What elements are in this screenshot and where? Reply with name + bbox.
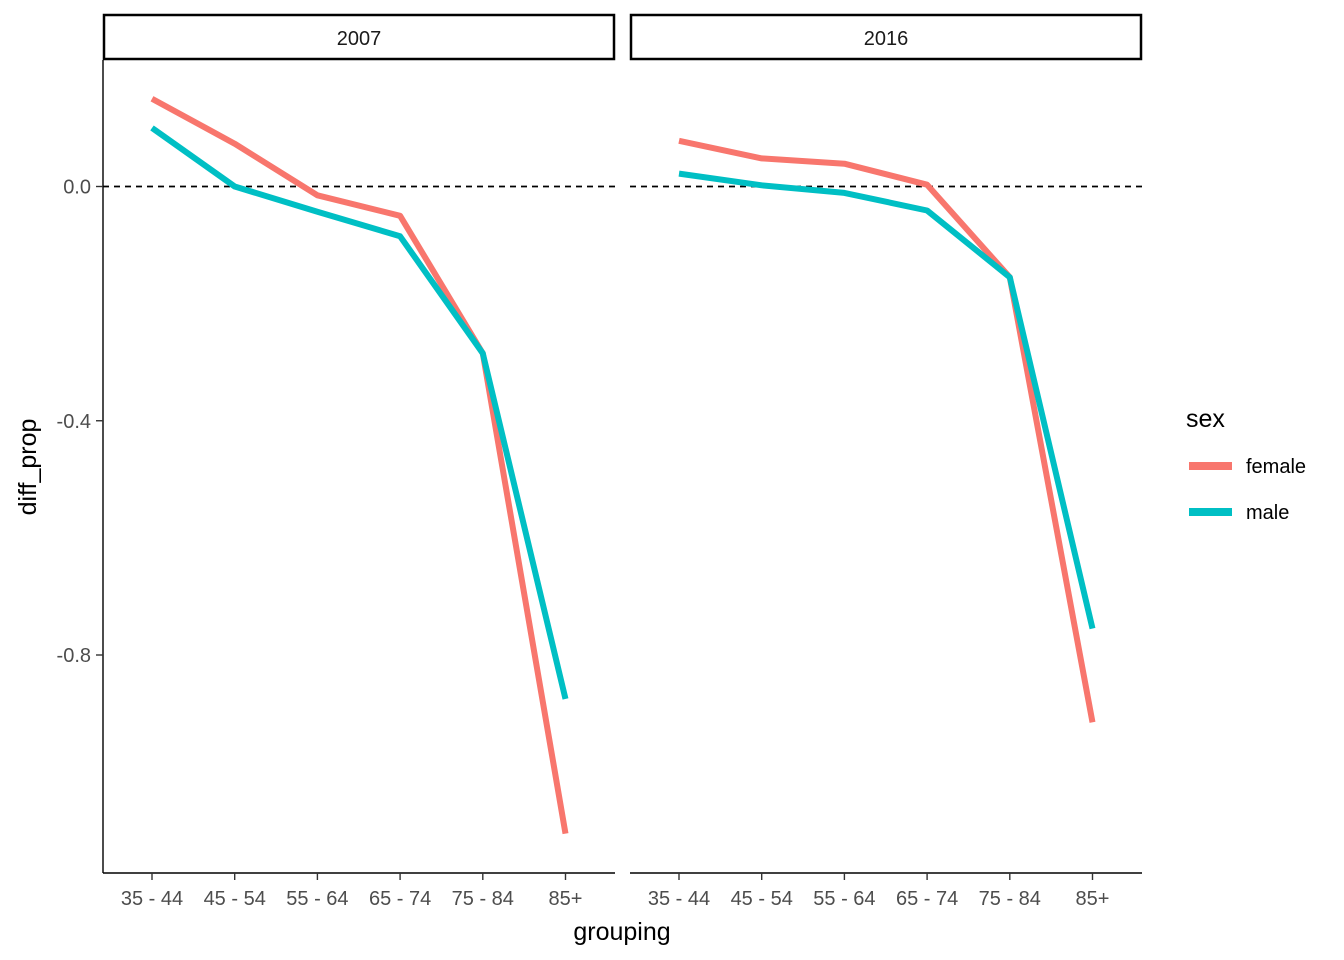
x-tick-label: 65 - 74 xyxy=(896,888,958,910)
x-tick-label: 55 - 64 xyxy=(286,888,348,910)
x-tick-label: 35 - 44 xyxy=(648,888,710,910)
legend-entry-female: female xyxy=(1189,456,1306,478)
y-tick-label: -0.8 xyxy=(57,645,91,667)
x-tick-label: 65 - 74 xyxy=(369,888,431,910)
x-tick-label: 45 - 54 xyxy=(204,888,266,910)
x-axis-title: grouping xyxy=(573,918,670,946)
x-tick-label: 35 - 44 xyxy=(121,888,183,910)
legend-label: female xyxy=(1246,456,1306,478)
legend: sex female male xyxy=(1186,405,1306,524)
series-line-female xyxy=(678,137,1096,723)
facet-panel: 2016 35 - 44 45 - 54 55 - 64 65 - 74 75 - 84 8… xyxy=(629,13,1143,910)
x-tick-label: 85+ xyxy=(549,888,583,910)
series-line-male xyxy=(678,170,1096,630)
legend-title: sex xyxy=(1186,405,1225,433)
facet-strip xyxy=(629,13,1143,61)
legend-entry-male: male xyxy=(1189,502,1289,524)
y-tick-label: 0.0 xyxy=(63,177,91,199)
y-axis: 0.0 -0.4 -0.8 xyxy=(57,60,104,873)
series-line-female xyxy=(150,96,569,835)
facet-strip-label: 2007 xyxy=(337,28,382,50)
legend-label: male xyxy=(1246,502,1289,524)
y-tick-label: -0.4 xyxy=(57,411,91,433)
x-tick-label: 45 - 54 xyxy=(731,888,793,910)
facet-panels: 2007 35 - 44 45 - 54 55 - 64 65 - 74 75 - 84 8… xyxy=(102,13,1143,910)
facet-panel: 2007 35 - 44 45 - 54 55 - 64 65 - 74 75 - 84 8… xyxy=(102,13,616,910)
x-tick-label: 55 - 64 xyxy=(813,888,875,910)
x-tick-label: 75 - 84 xyxy=(452,888,514,910)
legend-entries: female male xyxy=(1189,456,1306,524)
facet-strip xyxy=(102,13,616,61)
x-tick-label: 75 - 84 xyxy=(979,888,1041,910)
series-line-male xyxy=(150,125,569,700)
y-axis-title: diff_prop xyxy=(14,419,42,516)
facet-strip-label: 2016 xyxy=(864,28,909,50)
x-tick-label: 85+ xyxy=(1076,888,1110,910)
